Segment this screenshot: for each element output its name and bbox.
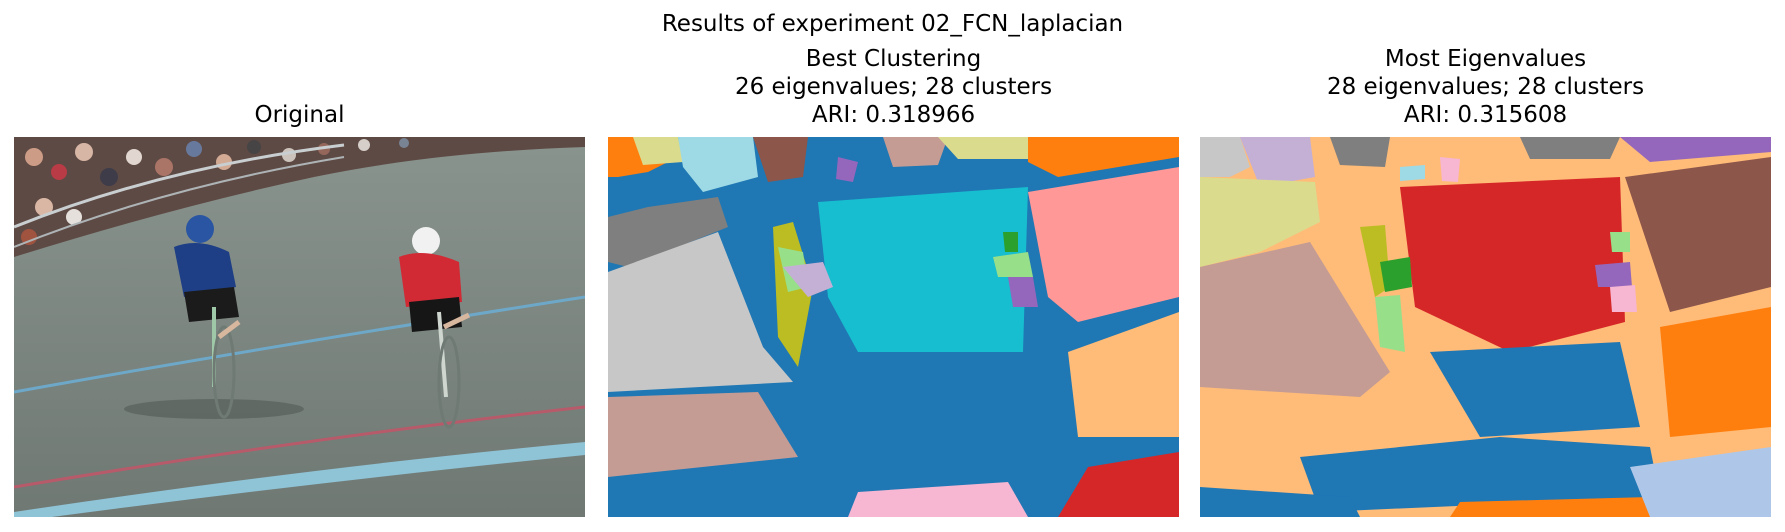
original-photo — [14, 137, 585, 517]
panel-title-line: 26 eigenvalues; 28 clusters — [734, 74, 1053, 100]
segment-orange-top — [1028, 137, 1179, 177]
segment-purple-right — [1595, 262, 1632, 287]
segment-lightgray — [1200, 137, 1250, 177]
segment-paleturquoise — [1400, 165, 1425, 181]
segment-gray-topright — [1520, 137, 1620, 159]
crowd-dots — [21, 138, 409, 245]
segment-lavender — [783, 262, 833, 297]
segment-orange-bottom — [1450, 497, 1660, 517]
panel-title-line: Most Eigenvalues — [1384, 46, 1587, 72]
segment-gray — [608, 197, 728, 267]
segment-purple-top — [1620, 137, 1771, 162]
segment-lightblue — [1630, 447, 1771, 517]
segment-lightgreen-right — [1610, 232, 1630, 252]
panel-title-line: ARI: 0.315608 — [1403, 102, 1568, 128]
panel-title-most-eigenvalues: Most Eigenvalues 28 eigenvalues; 28 clus… — [1200, 45, 1771, 129]
segment-red — [1058, 452, 1179, 517]
track-light-band — [14, 442, 585, 517]
segment-brown — [753, 137, 808, 182]
segmentation-best-clustering — [608, 137, 1179, 517]
segment-gray-top — [1330, 137, 1390, 167]
segment-blue-center — [1430, 342, 1640, 437]
track-red-line — [14, 405, 585, 489]
segment-olive — [1360, 225, 1390, 297]
segment-rosybrown — [608, 392, 798, 477]
rider-shadow — [124, 399, 304, 419]
segmentation-most-eigenvalues — [1200, 137, 1771, 517]
figure-title: Results of experiment 02_FCN_laplacian — [661, 11, 1124, 37]
segment-green — [1380, 257, 1412, 292]
panel-title-original: Original — [14, 101, 585, 129]
segment-lightgreen-right — [993, 252, 1033, 277]
panel-title-best-clustering: Best Clustering 26 eigenvalues; 28 clust… — [608, 45, 1179, 129]
segment-pink — [1028, 167, 1179, 322]
segment-peach — [1068, 312, 1179, 437]
segment-khaki — [633, 137, 683, 165]
segment-blue-bottomleft — [1200, 487, 1360, 517]
segment-lightpink-right — [1610, 285, 1637, 312]
segment-rosybrown-top — [883, 137, 948, 167]
segment-cyan — [818, 187, 1028, 352]
segment-lightpink-top — [1440, 157, 1460, 182]
segment-lightpink — [848, 482, 1028, 517]
segment-purple-top — [836, 157, 858, 182]
segment-lavender — [1240, 137, 1315, 187]
segment-brown — [1625, 157, 1771, 312]
segment-rosybrown — [1200, 242, 1390, 397]
segment-green — [1003, 232, 1018, 252]
panel-title-line: 28 eigenvalues; 28 clusters — [1326, 74, 1645, 100]
railing — [14, 143, 345, 229]
segment-blue-bottom — [1300, 437, 1660, 512]
original-image-panel — [14, 137, 585, 517]
panel-title-line: ARI: 0.318966 — [811, 102, 976, 128]
segment-khaki — [1200, 177, 1320, 267]
railing-lower — [14, 156, 345, 248]
segment-purple-right — [1008, 277, 1038, 307]
segment-red — [1400, 177, 1625, 352]
panel-title-line: Best Clustering — [805, 46, 982, 72]
segment-paleturquoise — [678, 137, 758, 192]
segment-lightgray — [608, 232, 793, 392]
track-blue-line — [14, 295, 585, 394]
segment-lightgreen — [1375, 295, 1405, 352]
segment-orange-right — [1660, 307, 1771, 437]
best-clustering-panel — [608, 137, 1179, 517]
rider-red — [399, 227, 471, 429]
segment-khaki-top — [938, 137, 1028, 159]
panel-title-line: Original — [254, 102, 345, 128]
rider-blue — [174, 215, 241, 419]
most-eigenvalues-panel — [1200, 137, 1771, 517]
